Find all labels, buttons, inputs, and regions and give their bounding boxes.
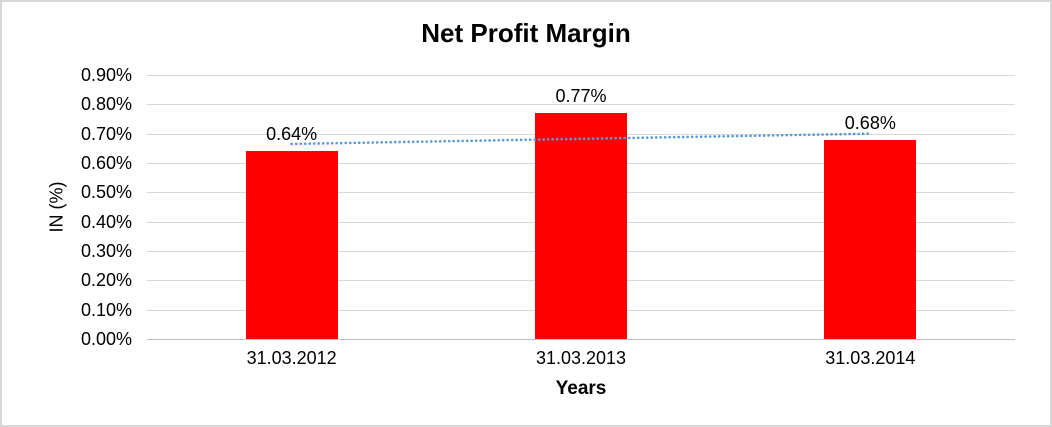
bar [535, 113, 627, 339]
y-tick-label: 0.10% [80, 299, 132, 320]
y-tick-label: 0.80% [80, 94, 132, 115]
bar [824, 139, 917, 339]
chart-title: Net Profit Margin [421, 18, 631, 48]
x-tick-label: 31.03.2013 [535, 348, 627, 368]
bar [245, 151, 338, 339]
y-tick-label: 0.70% [80, 123, 132, 144]
x-tick-label: 31.03.2012 [246, 348, 337, 368]
x-tick-label: 31.03.2014 [825, 348, 916, 368]
bar-value-label: 0.64% [266, 124, 318, 145]
y-tick-label: 0.30% [80, 241, 132, 261]
gridline [147, 104, 1015, 106]
y-tick-label: 0.20% [80, 270, 132, 291]
y-tick-label: 0.40% [80, 211, 132, 232]
x-axis-title: Years [555, 378, 607, 399]
y-tick-label: 0.00% [80, 329, 132, 349]
bar-value-label: 0.77% [555, 86, 607, 107]
y-tick-label: 0.50% [80, 182, 132, 203]
gridline [147, 75, 1015, 76]
bar-value-label: 0.68% [844, 112, 896, 133]
y-tick-label: 0.60% [80, 153, 132, 173]
gridline [147, 339, 1015, 340]
y-tick-label: 0.90% [80, 65, 132, 85]
